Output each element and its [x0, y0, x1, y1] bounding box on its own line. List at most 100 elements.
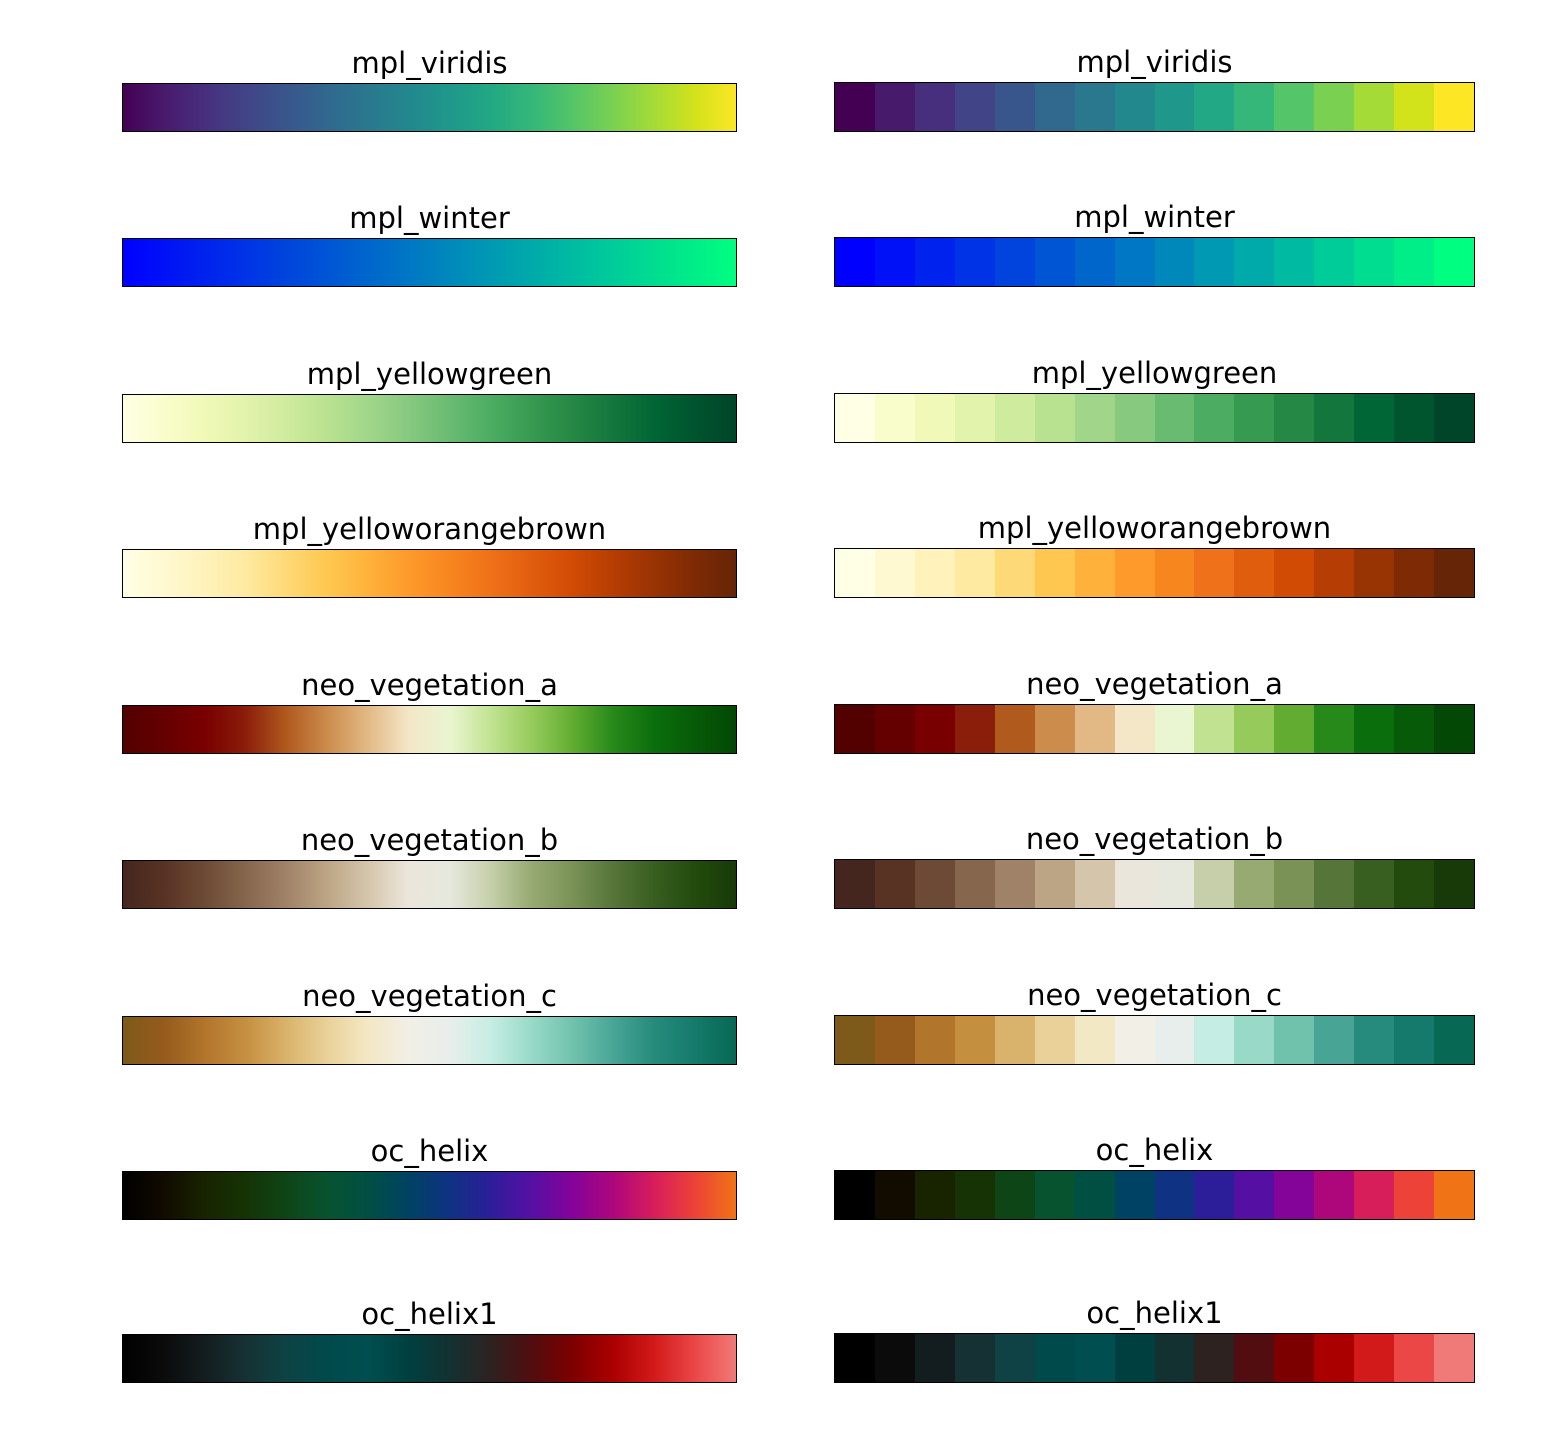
- color-swatch-mpl-viridis-8: [1154, 83, 1195, 131]
- color-swatch-neo-vegetation-b-12: [1314, 860, 1355, 908]
- color-swatch-mpl-viridis-7: [1114, 83, 1155, 131]
- colormap-title-discrete-mpl-winter: mpl_winter: [1074, 200, 1235, 234]
- color-swatch-mpl-viridis-9: [1194, 83, 1235, 131]
- colormap-title-continuous-neo-vegetation-c: neo_vegetation_c: [302, 979, 557, 1013]
- color-swatch-mpl-yellowgreen-6: [1074, 394, 1115, 442]
- color-swatch-neo-vegetation-b-7: [1114, 860, 1155, 908]
- colormap-title-discrete-oc-helix1: oc_helix1: [1086, 1296, 1223, 1330]
- color-swatch-neo-vegetation-b-1: [874, 860, 915, 908]
- color-swatch-neo-vegetation-a-6: [1074, 705, 1115, 753]
- color-swatch-mpl-yellowgreen-10: [1234, 394, 1275, 442]
- color-swatch-mpl-yellowgreen-2: [914, 394, 955, 442]
- color-swatch-mpl-yelloworangebrown-6: [1074, 549, 1115, 597]
- color-swatch-mpl-yelloworangebrown-3: [954, 549, 995, 597]
- color-swatch-mpl-viridis-1: [874, 83, 915, 131]
- color-swatch-neo-vegetation-b-4: [994, 860, 1035, 908]
- color-swatch-mpl-yelloworangebrown-1: [874, 549, 915, 597]
- color-swatch-oc-helix-7: [1114, 1171, 1155, 1219]
- colorbar-discrete-mpl-yelloworangebrown: [834, 548, 1475, 598]
- color-swatch-oc-helix-12: [1314, 1171, 1355, 1219]
- color-swatch-neo-vegetation-c-1: [874, 1016, 915, 1064]
- color-swatch-mpl-viridis-12: [1314, 83, 1355, 131]
- colormap-title-continuous-mpl-winter: mpl_winter: [349, 201, 510, 235]
- color-swatch-neo-vegetation-c-7: [1114, 1016, 1155, 1064]
- color-swatch-neo-vegetation-b-6: [1074, 860, 1115, 908]
- color-swatch-mpl-yellowgreen-14: [1394, 394, 1435, 442]
- color-swatch-mpl-yellowgreen-8: [1154, 394, 1195, 442]
- color-swatch-neo-vegetation-b-0: [835, 860, 875, 908]
- color-swatch-neo-vegetation-c-15: [1434, 1016, 1474, 1064]
- colormap-title-discrete-neo-vegetation-c: neo_vegetation_c: [1027, 978, 1282, 1012]
- color-swatch-neo-vegetation-a-7: [1114, 705, 1155, 753]
- color-swatch-neo-vegetation-c-3: [954, 1016, 995, 1064]
- color-swatch-mpl-yelloworangebrown-7: [1114, 549, 1155, 597]
- color-swatch-oc-helix-13: [1354, 1171, 1395, 1219]
- color-swatch-oc-helix1-9: [1194, 1334, 1235, 1382]
- color-swatch-mpl-winter-0: [835, 238, 875, 286]
- color-swatch-neo-vegetation-b-8: [1154, 860, 1195, 908]
- colormap-title-continuous-oc-helix1: oc_helix1: [361, 1297, 498, 1331]
- color-swatch-neo-vegetation-a-14: [1394, 705, 1435, 753]
- colormap-title-continuous-mpl-yellowgreen: mpl_yellowgreen: [306, 357, 553, 391]
- color-swatch-mpl-yellowgreen-11: [1274, 394, 1315, 442]
- color-swatch-mpl-winter-5: [1034, 238, 1075, 286]
- color-swatch-oc-helix-8: [1154, 1171, 1195, 1219]
- colormap-title-continuous-oc-helix: oc_helix: [370, 1134, 489, 1168]
- color-swatch-mpl-winter-4: [994, 238, 1035, 286]
- color-swatch-mpl-yelloworangebrown-4: [994, 549, 1035, 597]
- colorbar-continuous-neo-vegetation-a: [122, 705, 737, 754]
- color-swatch-mpl-yelloworangebrown-5: [1034, 549, 1075, 597]
- color-swatch-mpl-yelloworangebrown-2: [914, 549, 955, 597]
- color-swatch-mpl-winter-7: [1114, 238, 1155, 286]
- color-swatch-oc-helix1-3: [954, 1334, 995, 1382]
- color-swatch-mpl-winter-11: [1274, 238, 1315, 286]
- colorbar-continuous-oc-helix1: [122, 1334, 737, 1383]
- colorbar-continuous-neo-vegetation-c: [122, 1016, 737, 1065]
- color-swatch-oc-helix1-0: [835, 1334, 875, 1382]
- color-swatch-neo-vegetation-c-13: [1354, 1016, 1395, 1064]
- color-swatch-neo-vegetation-a-3: [954, 705, 995, 753]
- color-swatch-neo-vegetation-b-10: [1234, 860, 1275, 908]
- colormap-title-discrete-mpl-viridis: mpl_viridis: [1076, 45, 1233, 79]
- colormap-title-continuous-neo-vegetation-b: neo_vegetation_b: [300, 823, 559, 857]
- color-swatch-neo-vegetation-a-1: [874, 705, 915, 753]
- color-swatch-neo-vegetation-c-0: [835, 1016, 875, 1064]
- color-swatch-neo-vegetation-b-2: [914, 860, 955, 908]
- color-swatch-oc-helix-15: [1434, 1171, 1474, 1219]
- colorbar-discrete-mpl-viridis: [834, 82, 1475, 132]
- color-swatch-neo-vegetation-c-2: [914, 1016, 955, 1064]
- color-swatch-neo-vegetation-b-14: [1394, 860, 1435, 908]
- color-swatch-mpl-winter-2: [914, 238, 955, 286]
- color-swatch-mpl-viridis-13: [1354, 83, 1395, 131]
- color-swatch-neo-vegetation-c-5: [1034, 1016, 1075, 1064]
- color-swatch-neo-vegetation-c-12: [1314, 1016, 1355, 1064]
- color-swatch-neo-vegetation-b-9: [1194, 860, 1235, 908]
- color-swatch-mpl-viridis-14: [1394, 83, 1435, 131]
- color-swatch-oc-helix-3: [954, 1171, 995, 1219]
- color-swatch-oc-helix1-7: [1114, 1334, 1155, 1382]
- colorbar-discrete-neo-vegetation-b: [834, 859, 1475, 909]
- color-swatch-mpl-yelloworangebrown-13: [1354, 549, 1395, 597]
- color-swatch-neo-vegetation-c-10: [1234, 1016, 1275, 1064]
- color-swatch-mpl-yellowgreen-7: [1114, 394, 1155, 442]
- colorbar-discrete-oc-helix1: [834, 1333, 1475, 1383]
- color-swatch-neo-vegetation-b-15: [1434, 860, 1474, 908]
- color-swatch-mpl-viridis-5: [1034, 83, 1075, 131]
- colormap-title-discrete-oc-helix: oc_helix: [1095, 1133, 1214, 1167]
- color-swatch-oc-helix1-15: [1434, 1334, 1474, 1382]
- colorbar-discrete-oc-helix: [834, 1170, 1475, 1220]
- color-swatch-mpl-winter-1: [874, 238, 915, 286]
- colorbar-continuous-mpl-winter: [122, 238, 737, 287]
- color-swatch-oc-helix1-8: [1154, 1334, 1195, 1382]
- colormap-title-continuous-neo-vegetation-a: neo_vegetation_a: [301, 668, 558, 702]
- color-swatch-mpl-winter-3: [954, 238, 995, 286]
- color-swatch-mpl-yellowgreen-15: [1434, 394, 1474, 442]
- color-swatch-mpl-winter-15: [1434, 238, 1474, 286]
- colormap-title-discrete-mpl-yellowgreen: mpl_yellowgreen: [1031, 356, 1278, 390]
- color-swatch-mpl-yellowgreen-9: [1194, 394, 1235, 442]
- color-swatch-neo-vegetation-c-6: [1074, 1016, 1115, 1064]
- color-swatch-neo-vegetation-c-8: [1154, 1016, 1195, 1064]
- color-swatch-neo-vegetation-c-11: [1274, 1016, 1315, 1064]
- color-swatch-neo-vegetation-a-10: [1234, 705, 1275, 753]
